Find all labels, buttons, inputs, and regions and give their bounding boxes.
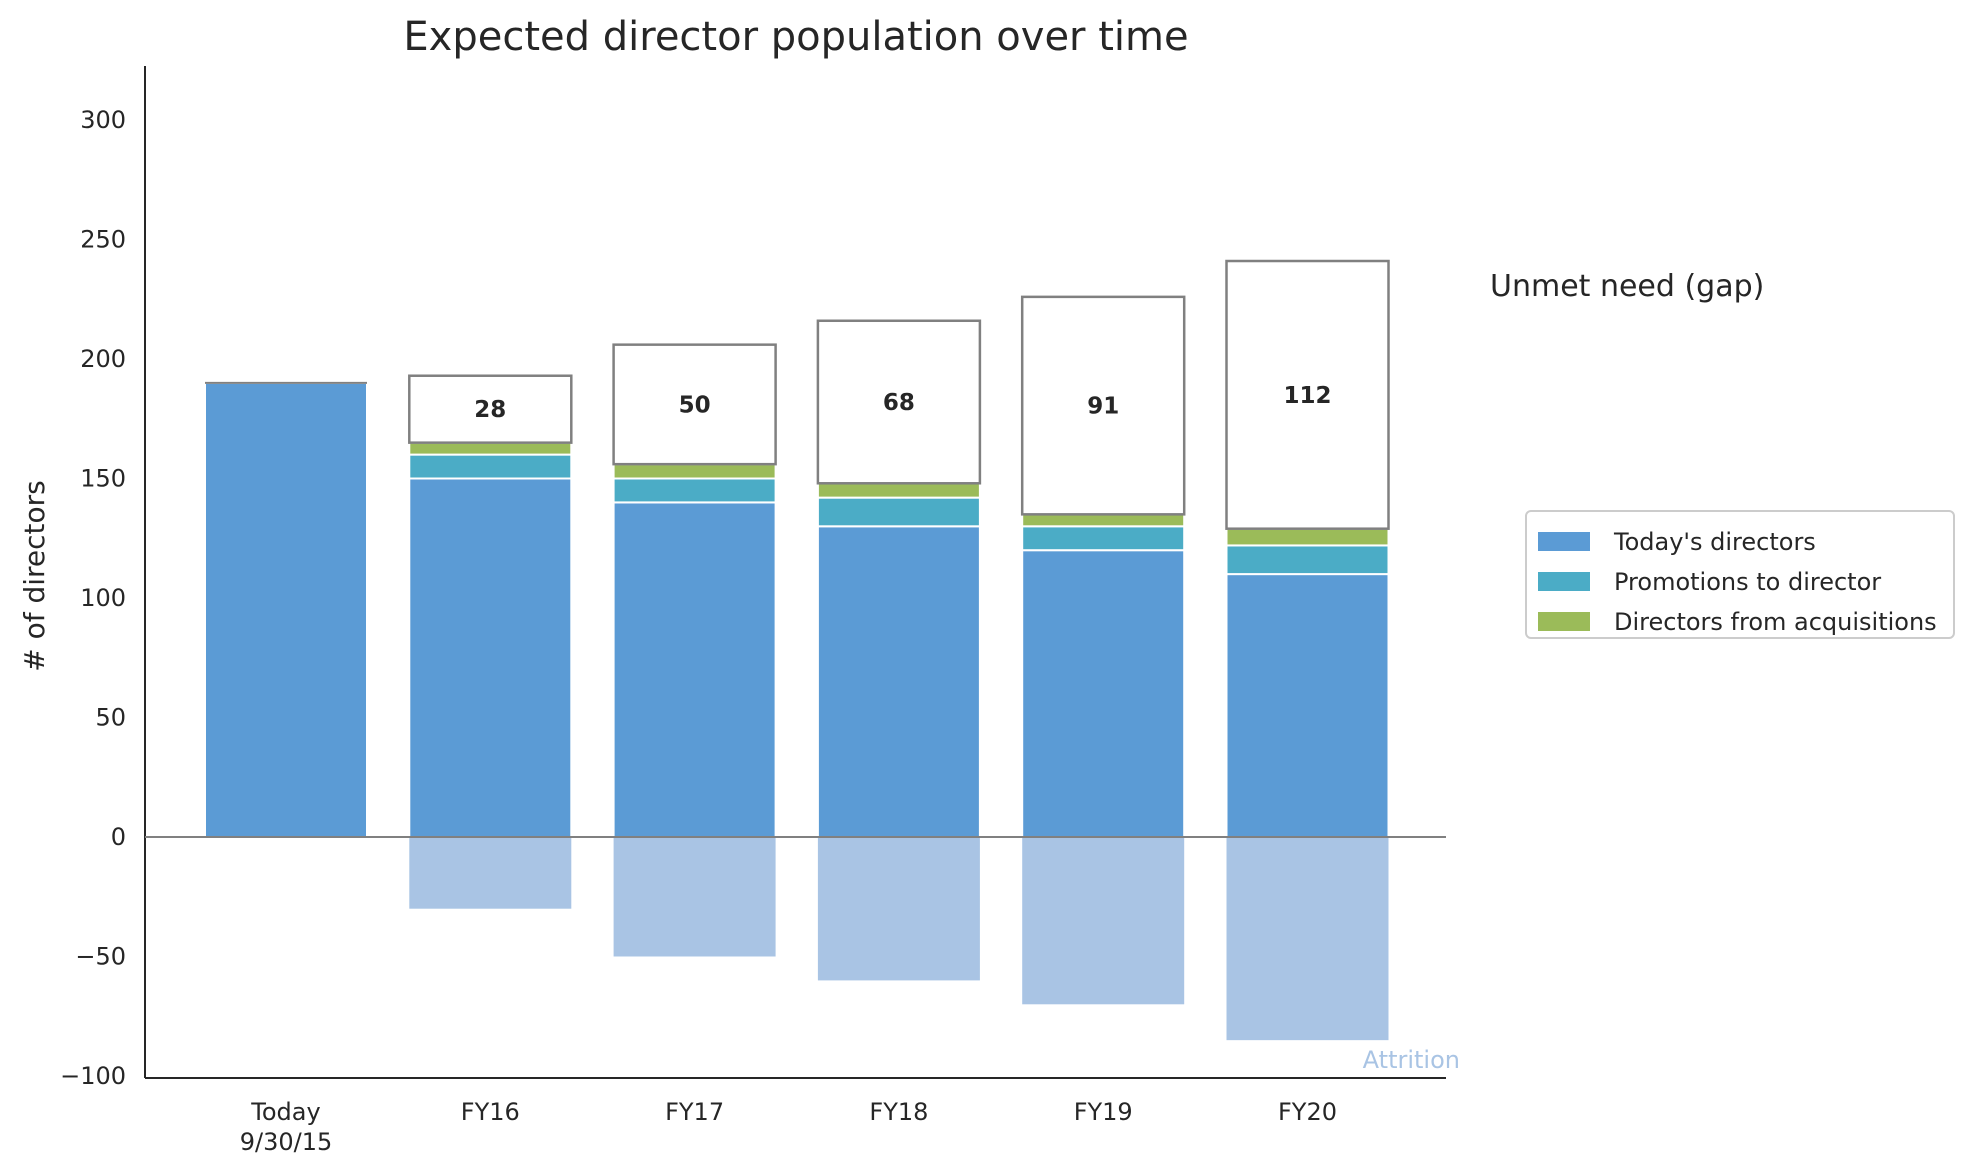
bar-promotions — [1021, 525, 1186, 552]
attrition-label: Attrition — [1363, 1046, 1460, 1074]
x-tick-label: FY19 — [1074, 1098, 1133, 1126]
gap-value-label: 68 — [883, 390, 915, 416]
y-tick-label: 200 — [80, 345, 126, 373]
bar-acquisitions — [408, 441, 573, 456]
y-tick-label: 150 — [80, 465, 126, 493]
y-tick-label: −50 — [75, 943, 126, 971]
y-tick-label: 250 — [80, 226, 126, 254]
bar-promotions — [612, 477, 777, 504]
bar-acquisitions — [1225, 527, 1390, 547]
legend-swatch — [1538, 612, 1590, 631]
y-tick-label: 0 — [111, 823, 126, 851]
gap-value-label: 28 — [474, 397, 506, 423]
legend-label: Today's directors — [1613, 528, 1816, 556]
x-tick-label: FY17 — [665, 1098, 724, 1126]
bar-todays-directors — [816, 525, 981, 838]
gap-value-label: 50 — [679, 392, 711, 418]
bar-todays-directors — [1225, 573, 1390, 838]
legend-box — [1525, 510, 1955, 639]
bar-attrition — [817, 837, 980, 981]
x-tick-label: Today — [250, 1098, 320, 1126]
gap-value-label: 112 — [1283, 383, 1331, 409]
bar-attrition — [1226, 837, 1389, 1041]
legend-label: Promotions to director — [1614, 568, 1881, 596]
bar-attrition — [409, 837, 572, 909]
chart-legend: Today's directors Promotions to director D… — [1525, 510, 1955, 639]
bar-todays-directors — [612, 501, 777, 838]
bar-todays-directors — [204, 381, 368, 838]
bar-attrition — [613, 837, 776, 957]
bar-unmet-need-gap — [816, 319, 982, 485]
x-tick-label: FY20 — [1278, 1098, 1337, 1126]
x-tick-label: FY18 — [869, 1098, 928, 1126]
x-tick-label: 9/30/15 — [240, 1128, 333, 1156]
bar-promotions — [408, 453, 573, 480]
bar-unmet-need-gap — [1225, 259, 1390, 530]
bar-acquisitions — [816, 482, 981, 499]
legend-swatch — [1538, 532, 1590, 551]
x-tick-label: FY16 — [461, 1098, 520, 1126]
chart-title: Expected director population over time — [403, 14, 1188, 60]
y-tick-label: −100 — [60, 1062, 126, 1090]
bar-unmet-need-gap — [408, 374, 573, 444]
y-tick-label: 50 — [95, 704, 126, 732]
bar-todays-directors — [408, 477, 573, 838]
bar-acquisitions — [612, 463, 777, 480]
unmet-need-label: Unmet need (gap) — [1490, 269, 1764, 304]
bar-acquisitions — [1021, 513, 1186, 528]
y-axis-label: # of directors — [18, 480, 51, 672]
gap-value-label: 91 — [1087, 394, 1119, 420]
bar-promotions — [1225, 544, 1390, 576]
bar-unmet-need-gap — [1020, 295, 1186, 516]
bar-unmet-need-gap — [612, 343, 777, 466]
y-tick-label: 300 — [80, 106, 126, 134]
bar-attrition — [1022, 837, 1185, 1005]
legend-swatch — [1538, 572, 1590, 591]
legend-label: Directors from acquisitions — [1614, 608, 1937, 636]
y-tick-label: 100 — [80, 584, 126, 612]
bar-promotions — [816, 496, 981, 528]
bar-todays-directors — [1021, 549, 1186, 838]
